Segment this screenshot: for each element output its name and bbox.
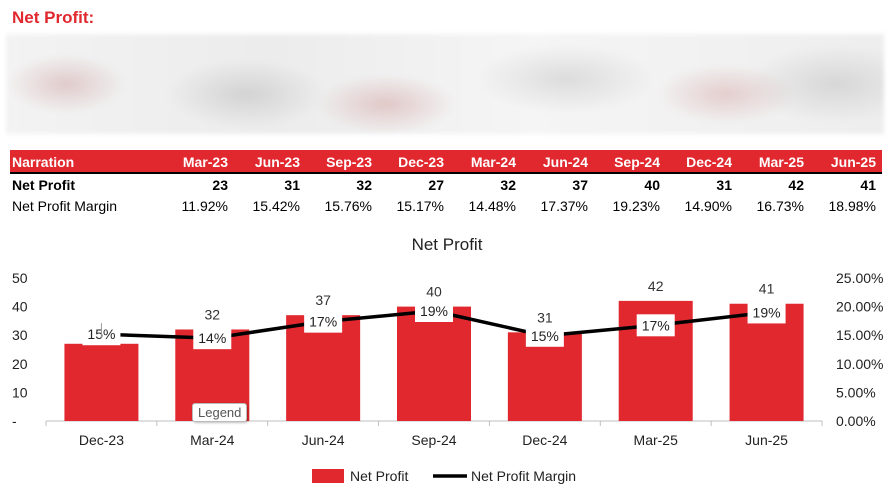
- section-title: Net Profit:: [12, 8, 95, 27]
- table-cell: 40: [594, 172, 666, 195]
- left-axis-tick: 50: [12, 270, 28, 286]
- left-axis-tick: 30: [12, 327, 28, 343]
- margin-data-label: 19%: [753, 304, 781, 320]
- bar: [64, 343, 139, 421]
- table-cell: 27: [378, 172, 450, 195]
- legend-label: Net Profit Margin: [471, 468, 576, 484]
- x-axis-tick-label: Jun-25: [745, 432, 788, 448]
- table-header-cell: Narration: [10, 150, 162, 173]
- table-header-cell: Jun-24: [522, 150, 594, 173]
- table-row: Net Profit 23 31 32 27 32 37 40 31 42 41: [10, 172, 882, 195]
- bar-data-label: 42: [648, 278, 664, 294]
- margin-data-label: 19%: [420, 303, 448, 319]
- left-axis-tick: 10: [12, 384, 28, 400]
- legend-swatch-bar: [312, 469, 344, 483]
- table-header-cell: Mar-24: [450, 150, 522, 173]
- table-cell: 15.17%: [396, 197, 444, 214]
- bar-data-label: 41: [759, 281, 775, 297]
- table-cell: 23: [162, 172, 234, 195]
- x-axis-tick-label: Mar-25: [634, 432, 679, 448]
- right-axis-tick: 10.00%: [836, 356, 883, 372]
- bar: [507, 332, 582, 421]
- table-cell: 16.73%: [756, 197, 804, 214]
- table-cell: 15.42%: [252, 197, 300, 214]
- table-cell: 19.23%: [612, 197, 660, 214]
- legend-label: Net Profit: [350, 468, 408, 484]
- margin-label-box: [525, 324, 564, 347]
- table-cell: 37: [522, 172, 594, 195]
- table-cell: 31: [666, 172, 738, 195]
- bar-data-label: 37: [315, 292, 331, 308]
- table-cell: 42: [738, 172, 810, 195]
- table-header-cell: Sep-24: [594, 150, 666, 173]
- margin-data-label: 17%: [309, 314, 337, 330]
- chart-title: Net Profit: [412, 235, 483, 254]
- bar-data-label: 32: [204, 306, 220, 322]
- x-axis-tick-label: Dec-24: [522, 432, 567, 448]
- table-header-row: Narration Mar-23 Jun-23 Sep-23 Dec-23 Ma…: [10, 150, 882, 173]
- table-cell: 14.90%: [684, 197, 732, 214]
- margin-label-box: [304, 310, 343, 333]
- right-axis-tick: 5.00%: [836, 384, 876, 400]
- margin-label-box: [193, 327, 232, 350]
- table-header-cell: Sep-23: [306, 150, 378, 173]
- table-header-cell: Mar-25: [738, 150, 810, 173]
- financial-table: Narration Mar-23 Jun-23 Sep-23 Dec-23 Ma…: [10, 150, 882, 216]
- table-header-cell: Jun-23: [234, 150, 306, 173]
- right-axis-tick: 20.00%: [836, 299, 883, 315]
- row-label: Net Profit Margin: [12, 197, 118, 214]
- left-axis-tick: -: [12, 413, 17, 429]
- bar: [397, 306, 471, 421]
- margin-data-label: 14%: [198, 330, 226, 346]
- bar-data-label: 31: [537, 309, 553, 325]
- x-axis-tick-label: Jun-24: [302, 432, 345, 448]
- left-axis-tick: 40: [12, 299, 28, 315]
- margin-data-label: 17%: [642, 317, 670, 333]
- table-header-cell: Mar-23: [162, 150, 234, 173]
- table-cell: 17.37%: [540, 197, 588, 214]
- bar-data-label: 40: [426, 284, 442, 300]
- blurred-description: [6, 34, 884, 134]
- x-axis-tick-label: Sep-24: [411, 432, 456, 448]
- margin-label-box: [415, 300, 453, 323]
- left-axis-tick: 20: [12, 356, 28, 372]
- table-cell: 32: [450, 172, 522, 195]
- table-cell: 14.48%: [468, 197, 516, 214]
- table-header-cell: Dec-24: [666, 150, 738, 173]
- table-cell: 32: [306, 172, 378, 195]
- margin-label-box: [636, 314, 675, 337]
- legend-tooltip: Legend: [192, 403, 248, 422]
- row-label: Net Profit: [10, 172, 162, 195]
- table-cell: 18.98%: [828, 197, 876, 214]
- table-header-cell: Dec-23: [378, 150, 450, 173]
- margin-label-box: [747, 301, 786, 324]
- table-row: Net Profit Margin 11.92% 15.42% 15.76% 1…: [10, 195, 882, 216]
- table-cell: 31: [234, 172, 306, 195]
- table-cell: 15.76%: [324, 197, 372, 214]
- margin-data-label: 15%: [531, 328, 559, 344]
- x-axis-tick-label: Mar-24: [190, 432, 235, 448]
- bar: [286, 315, 361, 421]
- table-cell: 11.92%: [181, 197, 228, 214]
- right-axis-tick: 15.00%: [836, 327, 883, 343]
- right-axis-tick: 0.00%: [836, 413, 876, 429]
- table-header-cell: Jun-25: [810, 150, 882, 173]
- x-axis-tick-label: Dec-23: [79, 432, 124, 448]
- table-cell: 41: [810, 172, 882, 195]
- right-axis-tick: 25.00%: [836, 270, 883, 286]
